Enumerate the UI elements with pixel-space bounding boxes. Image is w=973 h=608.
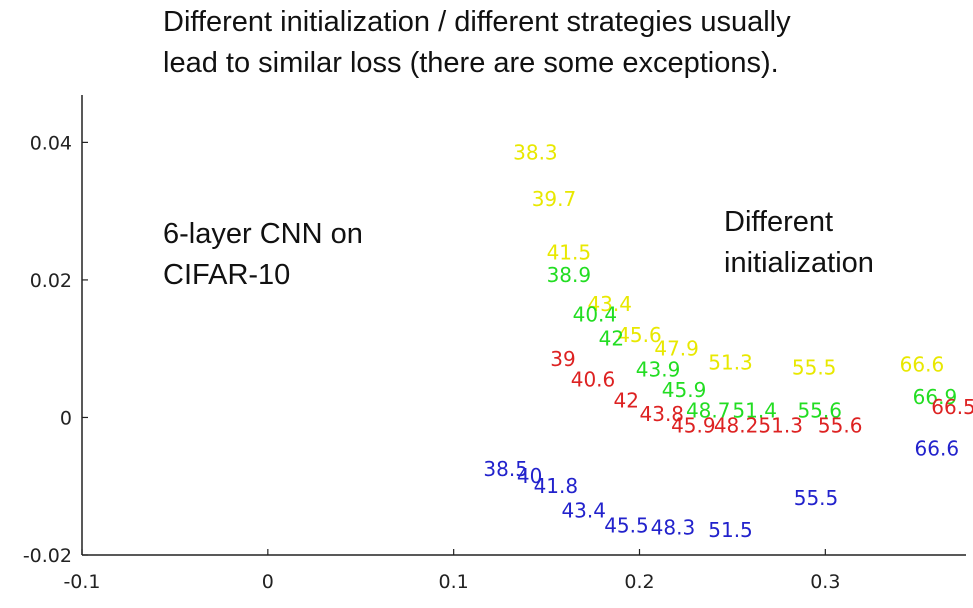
point-label: 48.3 xyxy=(651,515,696,539)
point-label: 55.6 xyxy=(818,414,863,438)
point-label: 66.5 xyxy=(931,395,973,419)
point-label: 41.5 xyxy=(547,240,592,264)
x-tick-label: 0 xyxy=(262,571,274,593)
point-label: 45.9 xyxy=(662,378,707,402)
point-label: 51.3 xyxy=(708,350,753,374)
initialization-annotation-line-2: initialization xyxy=(724,247,874,279)
y-tick-label: 0.02 xyxy=(30,270,72,292)
point-label: 45.9 xyxy=(671,414,716,438)
x-tick-label: -0.1 xyxy=(63,571,100,593)
point-label: 38.9 xyxy=(547,263,592,287)
y-tick-label: 0 xyxy=(60,407,72,429)
x-tick-label: 0.1 xyxy=(439,571,469,593)
point-label: 48.2 xyxy=(714,414,759,438)
point-label: 40 xyxy=(517,464,542,488)
point-label: 38.5 xyxy=(483,457,528,481)
point-label: 39.7 xyxy=(532,187,577,211)
point-label: 66.9 xyxy=(913,385,958,409)
point-label: 45.6 xyxy=(617,323,662,347)
point-label: 55.5 xyxy=(794,486,839,510)
x-tick-label: 0.3 xyxy=(810,571,840,593)
dataset-annotation-line-1: 6-layer CNN on xyxy=(163,218,363,250)
point-label: 42 xyxy=(613,388,638,412)
point-label: 43.4 xyxy=(561,498,606,522)
point-label: 51.4 xyxy=(732,399,777,423)
point-label: 55.5 xyxy=(792,355,837,379)
point-label: 41.8 xyxy=(534,474,579,498)
point-label: 39 xyxy=(550,347,575,371)
point-label: 51.3 xyxy=(758,414,803,438)
axes: -0.1 0 0.1 0.2 0.3 -0.02 0 0.02 0.04 xyxy=(23,95,966,593)
x-tick-label: 0.2 xyxy=(624,571,654,593)
point-label: 43.9 xyxy=(636,357,681,381)
title-line-2: lead to similar loss (there are some exc… xyxy=(163,47,779,79)
point-label: 42 xyxy=(599,326,624,350)
point-label: 55.6 xyxy=(797,399,842,423)
point-label: 38.3 xyxy=(513,141,558,165)
initialization-annotation: Different initialization xyxy=(724,202,874,284)
y-tick-label: -0.02 xyxy=(23,545,72,567)
dataset-annotation-line-2: CIFAR-10 xyxy=(163,259,291,291)
title-line-1: Different initialization / different str… xyxy=(163,6,791,38)
slide-title: Different initialization / different str… xyxy=(163,2,963,84)
point-label: 66.6 xyxy=(900,353,945,377)
point-label: 43.4 xyxy=(587,292,632,316)
point-label: 47.9 xyxy=(654,337,699,361)
series-1: 38.3 39.7 41.5 43.4 45.647.9 51.3 55.5 66.6 xyxy=(513,141,944,380)
point-label: 40.6 xyxy=(571,368,616,392)
point-label: 48.7 xyxy=(686,399,731,423)
point-label: 40.4 xyxy=(573,302,618,326)
point-label: 45.5 xyxy=(604,513,649,537)
point-label: 66.6 xyxy=(915,436,960,460)
initialization-annotation-line-1: Different xyxy=(724,206,834,238)
y-tick-label: 0.04 xyxy=(30,132,72,154)
dataset-annotation: 6-layer CNN on CIFAR-10 xyxy=(163,214,363,296)
point-labels: 38.3 39.7 41.5 43.4 45.647.9 51.3 55.5 66.6 38.9… xyxy=(483,141,973,543)
point-label: 43.8 xyxy=(640,402,685,426)
point-label: 51.5 xyxy=(708,518,753,542)
